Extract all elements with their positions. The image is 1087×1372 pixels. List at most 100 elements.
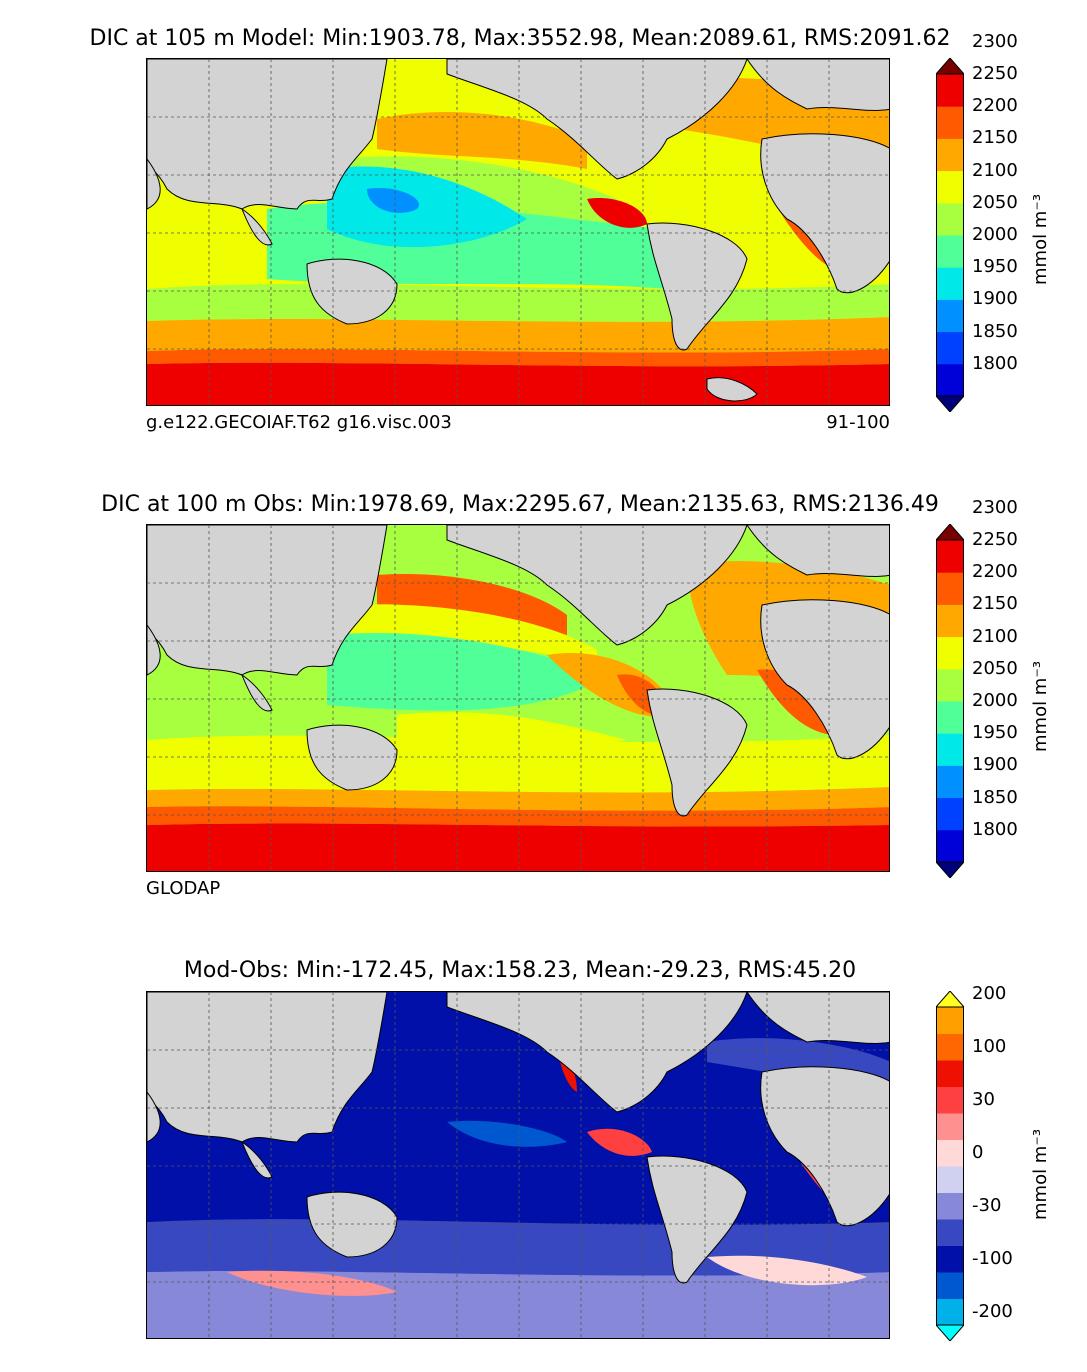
field-band-cyan bbox=[327, 166, 527, 248]
land-sa bbox=[646, 222, 748, 351]
land-eurasia bbox=[147, 992, 388, 1143]
land-sa bbox=[646, 688, 748, 817]
colorbar-tick-label: 2300 bbox=[972, 496, 1018, 518]
colorbar-2 bbox=[936, 991, 964, 1341]
field-band-npac bbox=[377, 574, 567, 635]
land bbox=[147, 992, 889, 1284]
land-sa bbox=[646, 1155, 748, 1284]
colorbar-segment bbox=[936, 299, 964, 333]
colorbar-frame bbox=[936, 73, 964, 397]
colorbar-tick-label: 1800 bbox=[972, 352, 1018, 374]
land-na bbox=[446, 992, 748, 1113]
land-australia bbox=[306, 258, 398, 325]
colorbar-tick-label: 2200 bbox=[972, 95, 1018, 117]
field-upwelling-peru bbox=[587, 198, 647, 228]
land-africa bbox=[760, 133, 889, 294]
colorbar-segment bbox=[936, 202, 964, 236]
colorbar-segment bbox=[936, 1060, 964, 1087]
field-band-blue bbox=[367, 188, 419, 213]
colorbar-segment bbox=[936, 1007, 964, 1034]
land-antarctica bbox=[706, 377, 758, 402]
field-blue-npac bbox=[447, 1120, 567, 1147]
caption-case: g.e122.GECOIAF.T62 g16.visc.003 bbox=[146, 412, 452, 433]
chart-title: DIC at 100 m Obs: Min:1978.69, Max:2295.… bbox=[101, 492, 939, 517]
land-africa-east bbox=[147, 624, 161, 676]
land-europe bbox=[746, 992, 889, 1044]
colorbar-tick-label: 2150 bbox=[972, 127, 1018, 149]
colorbar-segment bbox=[936, 765, 964, 799]
colorbar-segment bbox=[936, 1272, 964, 1299]
colorbar-segment bbox=[936, 797, 964, 831]
colorbar-unit: mmol m⁻³ bbox=[1030, 660, 1051, 752]
colorbar-0 bbox=[936, 58, 964, 412]
colorbar-segment bbox=[936, 572, 964, 605]
field-band-south-dorange bbox=[147, 349, 889, 367]
colorbar-tick-label: 2050 bbox=[972, 657, 1018, 679]
map-plot bbox=[146, 991, 890, 1339]
chart-title: Mod-Obs: Min:-172.45, Max:158.23, Mean:-… bbox=[183, 958, 857, 983]
colorbar-tick-label: 2000 bbox=[972, 224, 1018, 245]
colorbar-segment bbox=[936, 604, 964, 638]
colorbar-segment bbox=[936, 363, 964, 397]
colorbar-segment bbox=[936, 668, 964, 702]
colorbar-tick-label: 30 bbox=[972, 1088, 995, 1110]
colorbar-tick-label: 2150 bbox=[972, 593, 1018, 615]
colorbar-segment bbox=[936, 1086, 964, 1114]
colorbar-segment bbox=[936, 170, 964, 204]
field-red-central-america bbox=[587, 1128, 652, 1156]
colorbar-segment bbox=[936, 540, 964, 573]
grid-lines bbox=[147, 992, 889, 1338]
colorbar-segment bbox=[936, 235, 964, 268]
field-band-south-red bbox=[147, 823, 889, 871]
colorbar-tick-label: 2100 bbox=[972, 625, 1018, 647]
colorbar-tick-label: 2250 bbox=[972, 63, 1018, 84]
colorbar-segment bbox=[936, 1245, 964, 1273]
land-na bbox=[446, 525, 748, 646]
colorbar-tick-label: 1850 bbox=[972, 320, 1018, 342]
land-europe bbox=[746, 525, 889, 577]
colorbar-segment bbox=[936, 1219, 964, 1246]
colorbar-segment bbox=[936, 733, 964, 766]
colorbar-segment bbox=[936, 267, 964, 300]
colorbar-segment bbox=[936, 331, 964, 365]
colorbar-1 bbox=[936, 524, 964, 878]
colorbar-tick-label: 0 bbox=[972, 1141, 984, 1163]
colorbar-frame bbox=[936, 539, 964, 863]
colorbar-extend-low bbox=[936, 861, 964, 878]
land bbox=[147, 59, 889, 402]
colorbar-tick-label: 1850 bbox=[972, 786, 1018, 808]
colorbar-segment bbox=[936, 1139, 964, 1167]
colorbar-extend-low bbox=[936, 395, 964, 412]
colorbar-frame bbox=[936, 1006, 964, 1326]
colorbar-tick-label: 1800 bbox=[972, 818, 1018, 840]
caption-years: 91-100 bbox=[826, 412, 890, 433]
land-africa-east bbox=[147, 158, 161, 210]
colorbar-tick-label: 2200 bbox=[972, 561, 1018, 583]
map-svg bbox=[147, 59, 889, 405]
colorbar-tick-label: 2300 bbox=[972, 30, 1018, 52]
land-india bbox=[240, 207, 273, 246]
colorbar-segment bbox=[936, 829, 964, 863]
grid-lines bbox=[147, 59, 889, 405]
colorbar-tick-label: 1900 bbox=[972, 754, 1018, 776]
colorbar-segment bbox=[936, 1298, 964, 1326]
land-australia bbox=[306, 724, 398, 791]
colorbar-segment bbox=[936, 138, 964, 172]
land-australia bbox=[306, 1191, 398, 1258]
colorbar-tick-label: 2000 bbox=[972, 690, 1018, 711]
field-band-south-green bbox=[147, 284, 889, 322]
colorbar-tick-label: 2100 bbox=[972, 159, 1018, 181]
colorbar-tick-label: 100 bbox=[972, 1035, 1007, 1057]
land-eurasia bbox=[147, 59, 388, 210]
colorbar-tick-label: -100 bbox=[972, 1247, 1013, 1269]
field-band-south-dorange bbox=[147, 806, 889, 827]
colorbar-tick-label: 1950 bbox=[972, 722, 1018, 744]
field-band-south-red bbox=[147, 362, 889, 405]
land-africa-east bbox=[147, 1091, 161, 1143]
caption-source: GLODAP bbox=[146, 878, 221, 899]
colorbar-tick-label: 200 bbox=[972, 982, 1007, 1004]
land-india bbox=[240, 673, 273, 712]
land bbox=[147, 525, 889, 817]
land-eurasia bbox=[147, 525, 388, 676]
colorbar-tick-label: 2250 bbox=[972, 529, 1018, 550]
